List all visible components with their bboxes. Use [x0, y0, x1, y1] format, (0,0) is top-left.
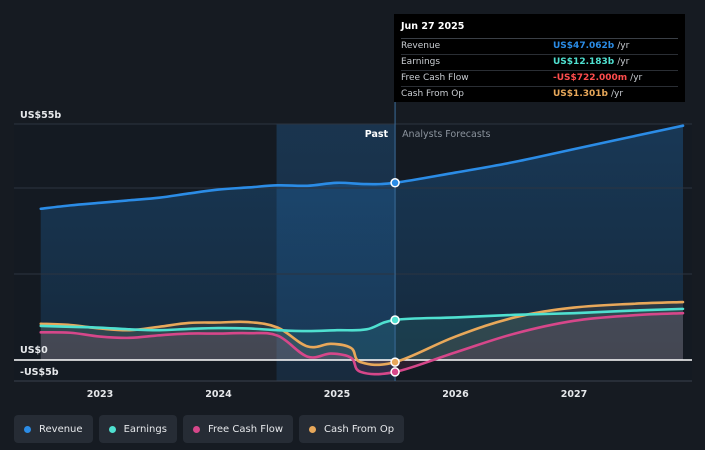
series-marker-revenue	[390, 178, 400, 188]
series-marker-earnings	[390, 315, 400, 325]
y-tick-label: US$55b	[20, 110, 61, 121]
legend-dot-icon	[309, 425, 317, 433]
y-tick-label: US$0	[20, 345, 48, 356]
legend-dot-icon	[192, 425, 200, 433]
legend-label: Revenue	[39, 423, 83, 435]
legend-item-revenue[interactable]: Revenue	[14, 415, 93, 443]
tooltip-row-cash-from-op: Cash From Op US$1.301b /yr	[401, 87, 678, 102]
tooltip-label: Free Cash Flow	[401, 73, 469, 83]
legend-label: Earnings	[123, 423, 167, 435]
tooltip-unit: /yr	[610, 89, 624, 99]
tooltip-unit: /yr	[630, 73, 643, 83]
tooltip-label: Revenue	[401, 41, 441, 51]
tooltip-label: Earnings	[401, 57, 441, 67]
tooltip-label: Cash From Op	[401, 89, 465, 99]
past-label: Past	[365, 129, 389, 140]
legend-item-earnings[interactable]: Earnings	[98, 415, 177, 443]
series-marker-free-cash-flow	[390, 367, 400, 377]
y-tick-label: -US$5b	[20, 367, 59, 378]
legend-item-free-cash-flow[interactable]: Free Cash Flow	[182, 415, 294, 443]
forecast-label: Analysts Forecasts	[402, 129, 490, 140]
legend-dot-icon	[108, 425, 116, 433]
x-tick-label: 2026	[442, 389, 469, 400]
tooltip-value: -US$722.000m	[553, 73, 628, 83]
tooltip-row-revenue: Revenue US$47.062b /yr	[401, 39, 678, 55]
series-area-revenue	[40, 125, 684, 360]
legend-label: Free Cash Flow	[207, 423, 284, 435]
series-marker-cash-from-op	[390, 357, 400, 367]
tooltip-unit: /yr	[617, 41, 630, 51]
x-tick-label: 2024	[205, 389, 232, 400]
legend-item-cash-from-op[interactable]: Cash From Op	[299, 415, 405, 443]
x-tick-label: 2027	[561, 389, 587, 400]
series-line-revenue	[39, 124, 685, 211]
tooltip-date: Jun 27 2025	[401, 20, 678, 39]
x-tick-label: 2023	[87, 389, 113, 400]
series-area-cash-from-op	[40, 302, 684, 365]
series-line-free-cash-flow	[39, 311, 685, 376]
tooltip-value: US$1.301b	[553, 89, 608, 99]
tooltip-row-earnings: Earnings US$12.183b /yr	[401, 55, 678, 71]
tooltip-value: US$47.062b	[553, 41, 615, 51]
legend-label: Cash From Op	[324, 423, 395, 435]
tooltip-value: US$12.183b	[553, 57, 615, 67]
legend-dot-icon	[24, 425, 31, 433]
tooltip-unit: /yr	[617, 57, 630, 67]
series-area-earnings	[40, 308, 684, 360]
tooltip-row-free-cash-flow: Free Cash Flow -US$722.000m /yr	[401, 71, 678, 87]
chart-legend: Revenue Earnings Free Cash Flow Cash Fro…	[14, 415, 405, 443]
x-tick-label: 2025	[324, 389, 350, 400]
tooltip-panel: Jun 27 2025 Revenue US$47.062b /yr Earni…	[394, 14, 685, 102]
series-area-free-cash-flow	[40, 313, 684, 375]
series-line-earnings	[39, 307, 685, 333]
